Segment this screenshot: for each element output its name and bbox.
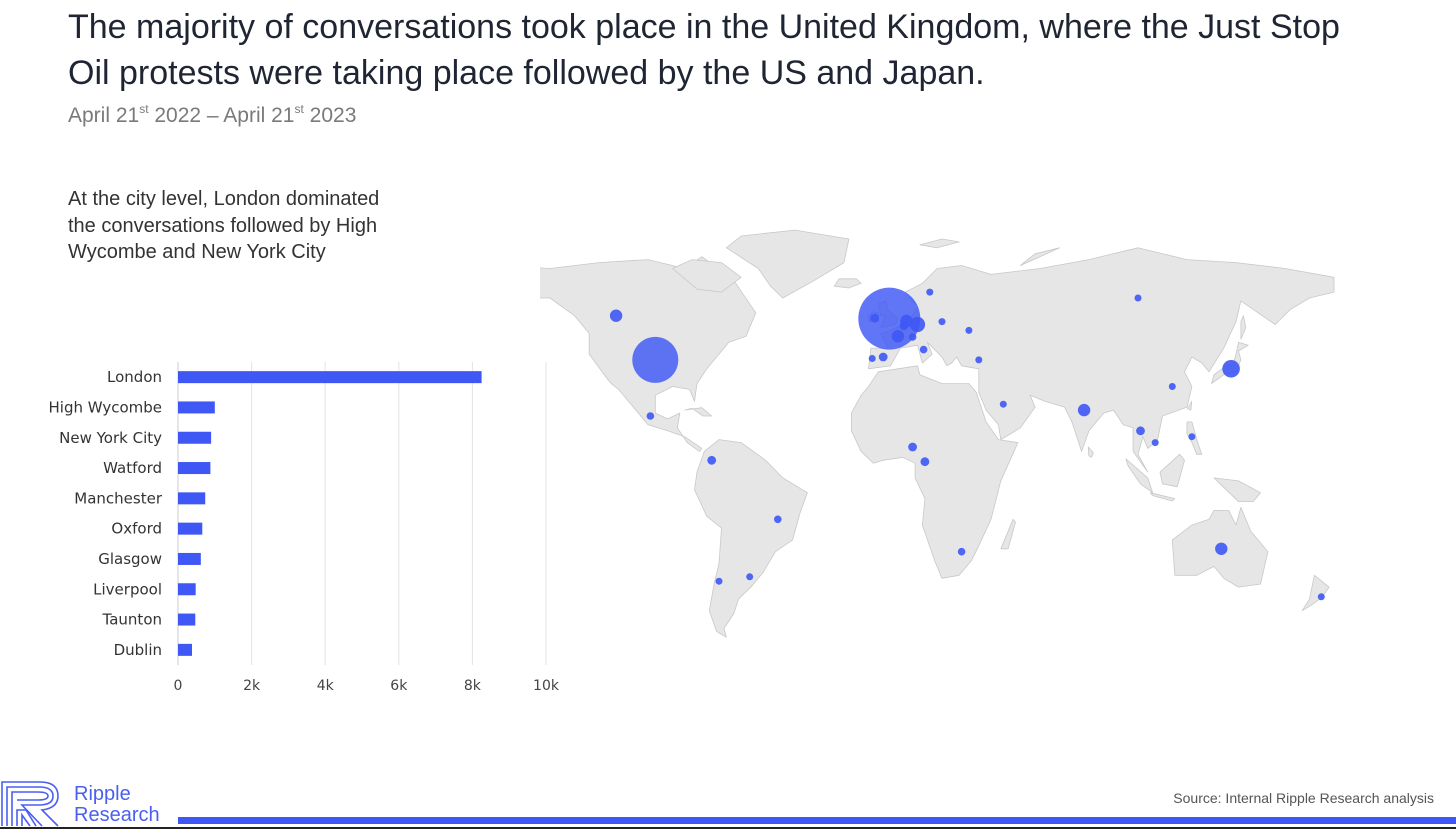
- world-bubble-map: [540, 229, 1335, 638]
- bar: [178, 552, 201, 565]
- bar: [178, 492, 206, 505]
- bubble: [938, 318, 946, 326]
- footer-accent-line: [178, 817, 1456, 824]
- bubble: [1136, 426, 1145, 436]
- bubble: [646, 412, 655, 420]
- bubble: [1151, 439, 1159, 447]
- bubble: [746, 573, 754, 581]
- category-label: Glasgow: [98, 550, 162, 568]
- bubble: [999, 400, 1007, 408]
- bar: [178, 613, 196, 626]
- land-shape: [1159, 453, 1185, 488]
- bubble: [926, 288, 934, 296]
- bubble: [707, 455, 717, 465]
- bubble: [919, 345, 928, 354]
- x-tick-label: 0: [174, 678, 183, 694]
- bubble: [1215, 542, 1228, 555]
- x-tick-label: 4k: [317, 678, 335, 694]
- bubble: [1077, 403, 1091, 417]
- land-shape: [1000, 518, 1016, 550]
- bubble: [774, 515, 782, 524]
- bottom-rule: [0, 827, 1456, 829]
- land-shape: [672, 259, 742, 293]
- city-bar-chart: 0 2k 4k 6k 8k 10k London High Wycombe New York C…: [49, 362, 560, 694]
- bubble: [870, 313, 879, 323]
- bubble: [715, 577, 723, 585]
- bar: [178, 583, 196, 596]
- land-shape: [1240, 315, 1247, 340]
- category-label: High Wycombe: [49, 398, 162, 416]
- page-title: The majority of conversations took place…: [68, 8, 1340, 92]
- bubble: [1188, 433, 1196, 441]
- bar: [178, 401, 215, 414]
- date-range: April 21st 2022 – April 21st 2023: [68, 102, 357, 127]
- category-label: Watford: [103, 459, 162, 477]
- land-shape: [1187, 400, 1193, 411]
- logo-text: Ripple Research: [74, 783, 160, 826]
- land-shape: [1087, 446, 1094, 458]
- bubble: [975, 356, 983, 364]
- bubble: [957, 547, 966, 556]
- bubble: [632, 336, 679, 383]
- land-shape: [868, 247, 1335, 473]
- category-label: Oxford: [111, 520, 162, 538]
- bubble: [609, 309, 623, 322]
- bar: [178, 522, 203, 535]
- bubble: [878, 352, 888, 362]
- x-tick-label: 8k: [464, 678, 482, 694]
- category-label: New York City: [59, 429, 162, 447]
- land-shape: [851, 365, 1019, 579]
- x-tick-label: 2k: [243, 678, 261, 694]
- land-shape: [726, 229, 850, 299]
- bar: [178, 431, 212, 444]
- land-shape: [1125, 458, 1154, 494]
- bubble: [908, 442, 917, 452]
- bubble: [1134, 294, 1142, 302]
- bubble: [868, 355, 876, 362]
- bubble: [891, 330, 905, 343]
- bubble: [1222, 360, 1240, 378]
- category-label: Liverpool: [93, 580, 162, 598]
- land-shape: [1213, 477, 1261, 502]
- ripple-research-logo: [1, 781, 59, 827]
- x-tick-label: 10k: [533, 678, 560, 694]
- bubble: [1168, 383, 1176, 390]
- city-level-note: At the city level, London dominated the …: [68, 188, 380, 263]
- bubble: [908, 333, 917, 341]
- bubble: [965, 326, 973, 334]
- x-tick-label: 6k: [390, 678, 408, 694]
- source-note: Source: Internal Ripple Research analysi…: [1173, 790, 1434, 806]
- bubble: [900, 314, 913, 328]
- category-label: Dublin: [114, 641, 162, 659]
- bubble: [858, 287, 921, 350]
- land-shape: [684, 407, 713, 417]
- bar: [178, 371, 482, 384]
- category-label: Taunton: [102, 611, 162, 629]
- bar: [178, 462, 211, 475]
- land-shape: [1149, 492, 1176, 502]
- land-shape: [1020, 247, 1060, 266]
- bubble: [920, 457, 930, 467]
- land-shape: [833, 278, 862, 289]
- category-label: London: [107, 368, 162, 386]
- bubble: [909, 316, 926, 333]
- category-label: Manchester: [74, 489, 163, 507]
- land-shape: [694, 439, 808, 638]
- land-shape: [919, 238, 960, 249]
- bar: [178, 643, 192, 656]
- land-shape: [1301, 574, 1330, 612]
- bubble: [1317, 593, 1325, 601]
